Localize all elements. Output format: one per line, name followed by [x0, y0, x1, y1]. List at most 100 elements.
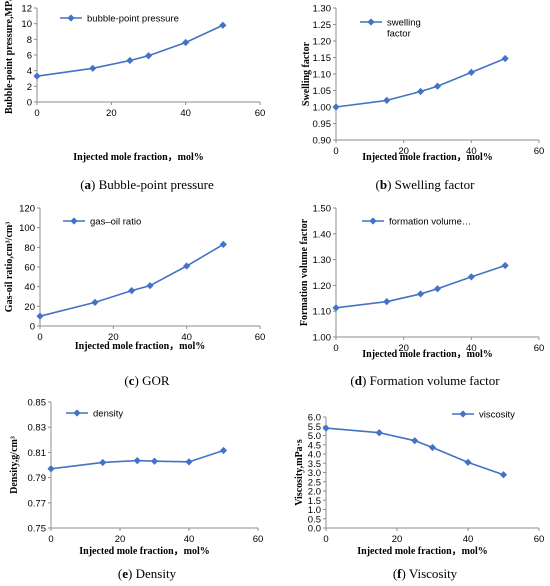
- data-point: [416, 87, 425, 96]
- data-point: [375, 429, 383, 437]
- data-point: [416, 290, 425, 298]
- x-axis-label: Injected mole fraction，mol%: [79, 546, 210, 557]
- data-point: [501, 261, 509, 270]
- legend-label: swelling factor: [387, 18, 421, 40]
- data-point: [219, 21, 227, 29]
- x-tick-label: 60: [534, 146, 545, 157]
- data-point: [428, 443, 437, 452]
- y-tick-label: 0: [30, 322, 35, 333]
- legend-marker: [367, 18, 375, 26]
- y-tick-label: 0.75: [28, 524, 47, 535]
- data-point: [383, 96, 391, 104]
- x-axis-label: Injected mole fraction，mol%: [75, 341, 206, 352]
- x-tick-label: 0: [34, 108, 39, 119]
- y-tick-label: 1.30: [313, 255, 332, 266]
- data-point: [128, 287, 136, 295]
- y-tick-label: 2.0: [308, 487, 321, 498]
- legend: bubble-point pressure: [60, 14, 179, 25]
- y-tick-label: 1.00: [313, 103, 332, 114]
- legend: formation volume…: [362, 217, 471, 228]
- data-point: [433, 82, 442, 90]
- data-point: [183, 262, 191, 270]
- y-tick-label: 120: [19, 204, 35, 215]
- data-point: [133, 456, 141, 465]
- series-line: [39, 243, 224, 317]
- x-tick-label: 60: [255, 332, 266, 343]
- y-tick-label: 0.81: [28, 448, 47, 459]
- x-tick-label: 20: [106, 108, 117, 119]
- data-point: [464, 458, 472, 466]
- y-tick-label: 1.15: [313, 53, 332, 64]
- y-tick-label: 1.00: [313, 333, 332, 344]
- y-tick-label: 3.0: [308, 468, 321, 479]
- data-point: [36, 312, 44, 320]
- data-point: [219, 240, 227, 248]
- y-tick-label: 4: [27, 66, 32, 77]
- data-point: [332, 103, 340, 111]
- x-tick-label: 20: [398, 146, 409, 157]
- y-tick-label: 60: [24, 263, 35, 274]
- x-tick-label: 40: [466, 146, 477, 157]
- x-tick-label: 0: [333, 343, 338, 354]
- x-tick-label: 60: [534, 343, 545, 354]
- data-point: [467, 68, 475, 76]
- data-point: [433, 285, 442, 293]
- data-point: [126, 56, 134, 65]
- series-line: [36, 24, 224, 77]
- y-axis-label: Formation volume factor: [299, 218, 310, 326]
- y-tick-label: 1.0: [308, 505, 321, 516]
- data-point: [150, 457, 159, 465]
- y-tick-label: 20: [24, 302, 35, 313]
- subfigure-caption: (e) Density: [118, 566, 177, 581]
- legend: gas–oil ratio: [63, 217, 141, 228]
- x-tick-label: 0: [48, 534, 53, 545]
- y-tick-label: 6.0: [308, 413, 321, 424]
- y-tick-label: 5.0: [308, 431, 321, 442]
- series-line: [325, 427, 504, 476]
- x-axis-label: Injected mole fraction，mol%: [362, 152, 493, 163]
- y-tick-label: 5.5: [308, 422, 321, 433]
- legend-marker: [73, 409, 81, 417]
- x-tick-label: 20: [115, 534, 126, 545]
- y-tick-label: 1.10: [313, 307, 332, 318]
- data-point: [89, 64, 97, 72]
- x-tick-label: 60: [253, 534, 264, 545]
- y-axis-label: Gas-oil ratio,cm³/cm³: [4, 222, 15, 312]
- series-line: [335, 264, 506, 309]
- chart-1: 0 2 4 6 8 10 12 0 20 40 60 bubble-point pressure Inj…: [4, 0, 265, 192]
- legend-marker: [67, 14, 75, 22]
- y-tick-label: 8: [27, 35, 32, 46]
- x-tick-label: 40: [181, 332, 192, 343]
- data-point: [219, 446, 228, 455]
- y-axis-label: Density,g/cm³: [9, 436, 20, 494]
- x-tick-label: 20: [108, 332, 119, 343]
- x-tick-label: 20: [392, 534, 403, 545]
- data-point: [383, 298, 391, 306]
- series-line: [335, 57, 506, 108]
- y-axis-label: Bubble-point pressure,MPa: [4, 0, 15, 114]
- y-tick-label: 0.0: [308, 524, 321, 535]
- y-tick-label: 1.20: [313, 281, 332, 292]
- data-point: [91, 298, 99, 306]
- y-tick-label: 0.79: [28, 473, 47, 484]
- y-tick-label: 1.20: [313, 37, 332, 48]
- data-point: [185, 458, 193, 466]
- y-tick-label: 10: [21, 19, 32, 30]
- y-tick-label: 100: [19, 223, 35, 234]
- y-axis-label: Viscosity,mPa·s: [294, 439, 305, 506]
- x-tick-label: 0: [37, 332, 42, 343]
- data-point: [146, 282, 154, 290]
- subfigure-caption: (d) Formation volume factor: [350, 373, 500, 388]
- data-point: [467, 273, 475, 281]
- legend-label: viscosity: [479, 410, 515, 421]
- legend: density: [66, 409, 123, 420]
- y-tick-label: 4.5: [308, 440, 321, 451]
- y-tick-label: 40: [24, 282, 35, 293]
- y-axis-label: Swelling factor: [301, 41, 312, 106]
- data-point: [499, 471, 508, 479]
- x-axis-label: Injected mole fraction，mol%: [357, 546, 488, 557]
- y-tick-label: 0: [27, 98, 32, 109]
- x-tick-label: 0: [323, 534, 328, 545]
- series-line: [50, 449, 224, 470]
